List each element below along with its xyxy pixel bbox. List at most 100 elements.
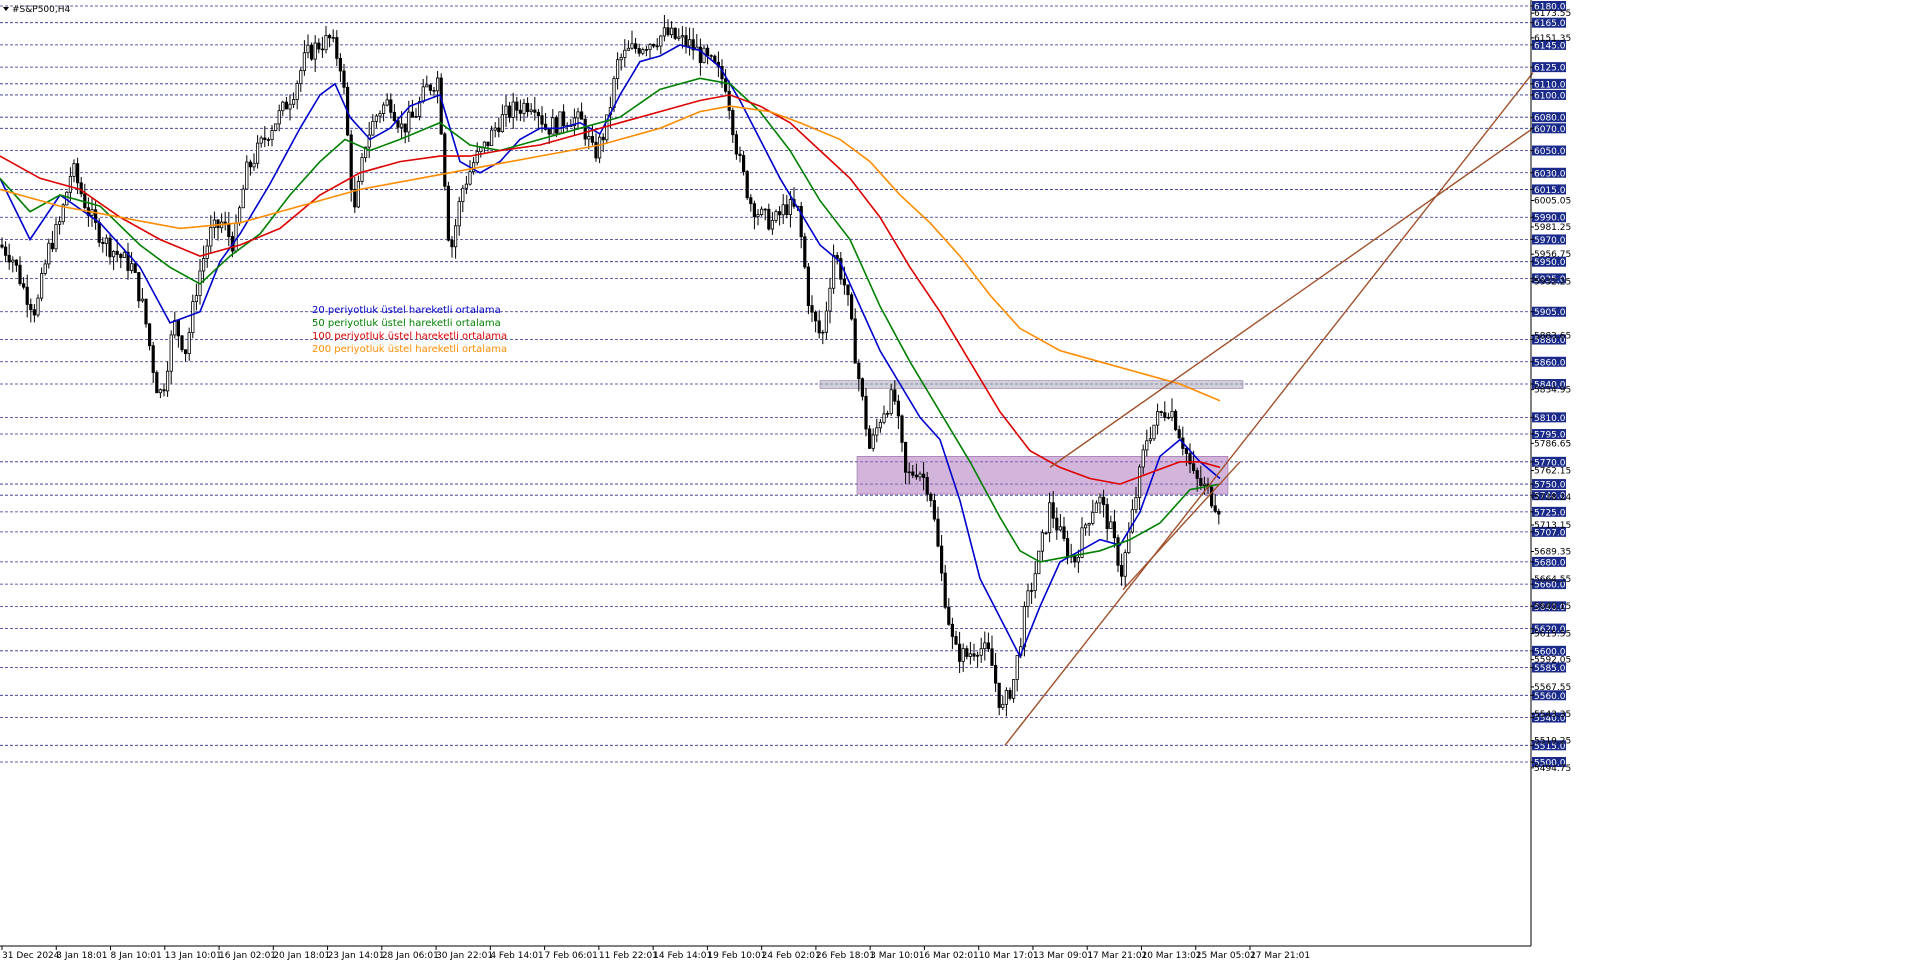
candle bbox=[922, 462, 926, 491]
candle bbox=[342, 63, 346, 95]
candle bbox=[932, 493, 937, 522]
candle bbox=[72, 159, 76, 183]
candle bbox=[1102, 489, 1106, 518]
indicator-legend: 20 periyotluk üstel hareketli ortalama 50… bbox=[312, 305, 507, 355]
candle bbox=[309, 42, 314, 61]
candle bbox=[626, 40, 631, 51]
candle bbox=[576, 107, 580, 130]
candle bbox=[1033, 561, 1037, 599]
candle bbox=[126, 242, 130, 280]
candle bbox=[601, 133, 605, 153]
candle bbox=[417, 96, 422, 121]
price-level-label: 6110.00 bbox=[1534, 80, 1571, 90]
price-level-label: 5725.00 bbox=[1534, 508, 1571, 518]
price-level-label: 6125.00 bbox=[1534, 64, 1571, 74]
candle bbox=[976, 651, 980, 668]
candle bbox=[295, 80, 299, 110]
price-scale-label: 5981.25 bbox=[1534, 223, 1571, 233]
price-level-box: 6070.00 bbox=[1532, 123, 1571, 135]
candle bbox=[1159, 410, 1163, 417]
candle bbox=[511, 92, 515, 129]
candle bbox=[515, 96, 519, 121]
channel-mid-line[interactable] bbox=[1122, 461, 1241, 591]
price-level-box: 5840.00 bbox=[1532, 379, 1571, 391]
candle bbox=[882, 405, 886, 425]
ema-100-line bbox=[0, 94, 1221, 485]
candle bbox=[1174, 409, 1178, 432]
candle bbox=[738, 146, 742, 163]
candle bbox=[778, 206, 782, 226]
price-level-box: 5560.00 bbox=[1532, 690, 1571, 702]
candle bbox=[850, 292, 854, 321]
candle bbox=[1030, 582, 1034, 604]
price-level-box: 5585.00 bbox=[1532, 662, 1571, 674]
candle bbox=[14, 259, 18, 272]
candle bbox=[533, 96, 537, 121]
candle bbox=[223, 211, 227, 231]
candle bbox=[1116, 534, 1120, 573]
price-level-box: 6180.00 bbox=[1532, 1, 1571, 13]
price-level-label: 6145.00 bbox=[1534, 41, 1571, 51]
candle bbox=[25, 274, 29, 318]
candle bbox=[918, 471, 922, 482]
candle bbox=[324, 25, 328, 54]
candle bbox=[327, 33, 332, 48]
candle bbox=[781, 194, 785, 225]
candle bbox=[893, 380, 897, 405]
ema-200-line bbox=[0, 105, 1221, 402]
price-level-label: 6015.00 bbox=[1534, 186, 1571, 196]
candle bbox=[1184, 445, 1188, 467]
candle bbox=[824, 301, 829, 340]
price-level-box: 5515.00 bbox=[1532, 740, 1571, 752]
price-level-box: 5640.00 bbox=[1532, 601, 1571, 613]
candle bbox=[691, 28, 695, 60]
candle bbox=[479, 146, 483, 158]
candle bbox=[860, 377, 865, 401]
candle bbox=[590, 124, 595, 146]
candle bbox=[144, 298, 148, 328]
channel-lower-line[interactable] bbox=[1004, 72, 1534, 746]
candle bbox=[1069, 543, 1073, 564]
candle bbox=[839, 251, 843, 285]
candle bbox=[695, 34, 699, 51]
time-tick-label: 3 Mar 10:01 bbox=[870, 951, 924, 961]
candle bbox=[457, 196, 461, 236]
time-tick-label: 27 Mar 21:01 bbox=[1250, 951, 1310, 961]
price-scale-label: 5834.95 bbox=[1534, 386, 1571, 396]
price-level-label: 6180.00 bbox=[1534, 3, 1571, 13]
candle bbox=[752, 200, 757, 230]
candle bbox=[875, 418, 879, 443]
channel-upper-line[interactable] bbox=[1049, 127, 1534, 468]
candle bbox=[558, 111, 562, 134]
candle bbox=[471, 157, 476, 175]
dropdown-triangle-icon[interactable] bbox=[3, 7, 9, 11]
candle bbox=[1051, 490, 1055, 529]
upper-resistance-zone bbox=[819, 380, 1244, 389]
candle bbox=[803, 232, 807, 270]
price-level-label: 6050.00 bbox=[1534, 147, 1571, 157]
candle bbox=[0, 237, 4, 249]
price-level-label: 5860.00 bbox=[1534, 358, 1571, 368]
price-level-box: 5950.00 bbox=[1532, 256, 1571, 268]
candle bbox=[291, 92, 296, 108]
candle bbox=[162, 383, 166, 397]
price-level-box: 5680.00 bbox=[1532, 556, 1571, 568]
price-scale-label: 6151.35 bbox=[1534, 34, 1571, 44]
candle bbox=[853, 308, 857, 364]
candle bbox=[504, 95, 508, 128]
candle bbox=[698, 38, 703, 76]
price-level-box: 5620.00 bbox=[1532, 623, 1571, 635]
price-scale-label: 5640.15 bbox=[1534, 602, 1571, 612]
candle bbox=[155, 370, 159, 394]
candle bbox=[1145, 429, 1149, 457]
price-level-label: 5905.00 bbox=[1534, 308, 1571, 318]
price-scale-label: 5956.75 bbox=[1534, 250, 1571, 260]
ema-20-line bbox=[0, 44, 1221, 659]
candle bbox=[83, 183, 87, 210]
candle bbox=[1080, 517, 1084, 559]
candle bbox=[245, 155, 249, 190]
time-tick-label: 23 Jan 14:01 bbox=[328, 951, 385, 961]
price-level-label: 5840.00 bbox=[1534, 381, 1571, 391]
candle bbox=[1213, 494, 1217, 514]
